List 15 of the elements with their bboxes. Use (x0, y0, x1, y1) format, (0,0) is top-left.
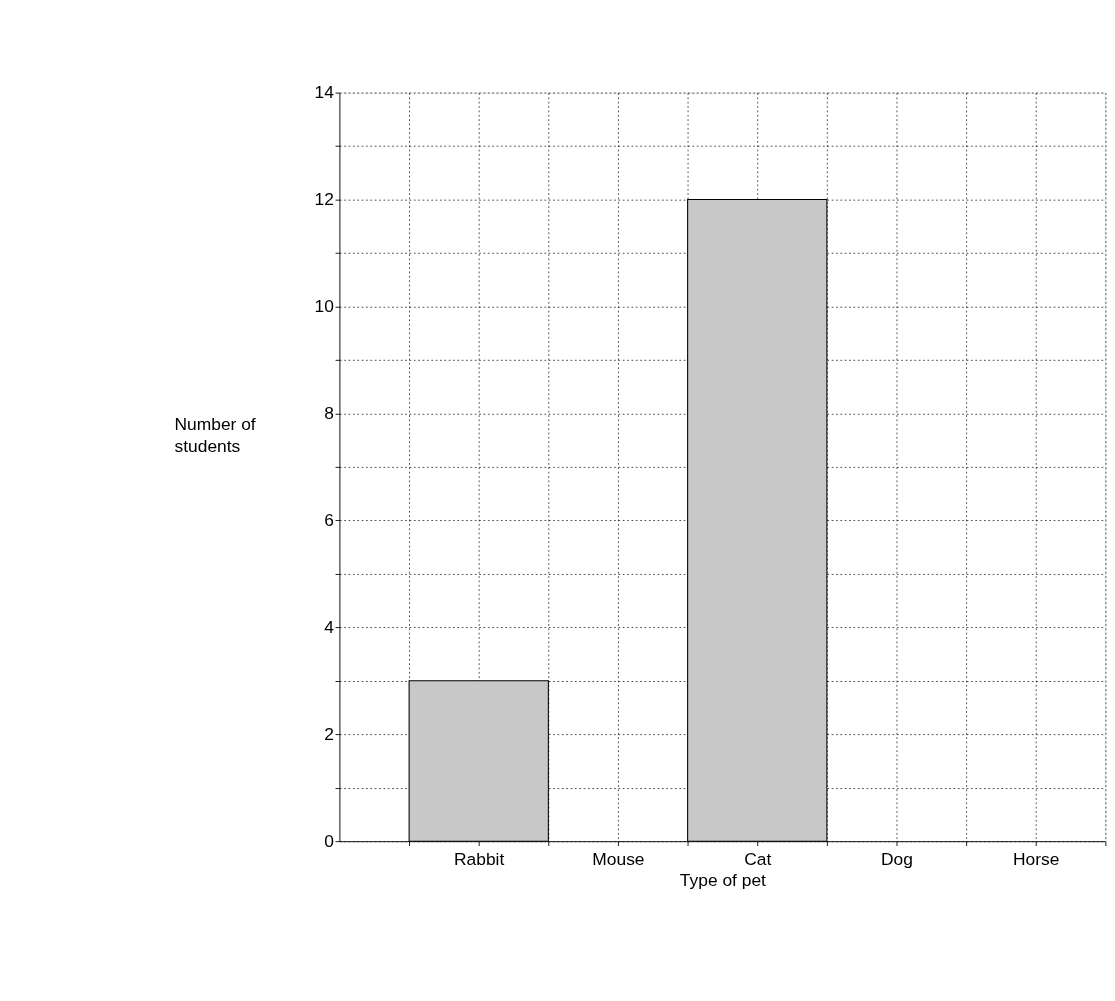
x-tick-label: Horse (1013, 849, 1060, 870)
x-tick-label: Cat (744, 849, 772, 870)
y-tick-label: 8 (324, 403, 334, 424)
y-tick-label: 6 (324, 510, 334, 531)
y-axis-title: Number of students (174, 413, 256, 457)
x-tick-label: Mouse (592, 849, 645, 870)
y-tick-label: 4 (324, 617, 335, 638)
x-tick-label: Rabbit (454, 849, 505, 870)
x-tick-label: Dog (881, 849, 913, 870)
x-axis-title: Type of pet (679, 870, 767, 891)
y-tick-label: 0 (324, 830, 334, 851)
y-tick-label: 10 (314, 296, 334, 317)
y-tick-label: 12 (314, 189, 334, 210)
y-tick-label: 2 (324, 723, 334, 744)
y-tick-label: 14 (314, 82, 335, 103)
